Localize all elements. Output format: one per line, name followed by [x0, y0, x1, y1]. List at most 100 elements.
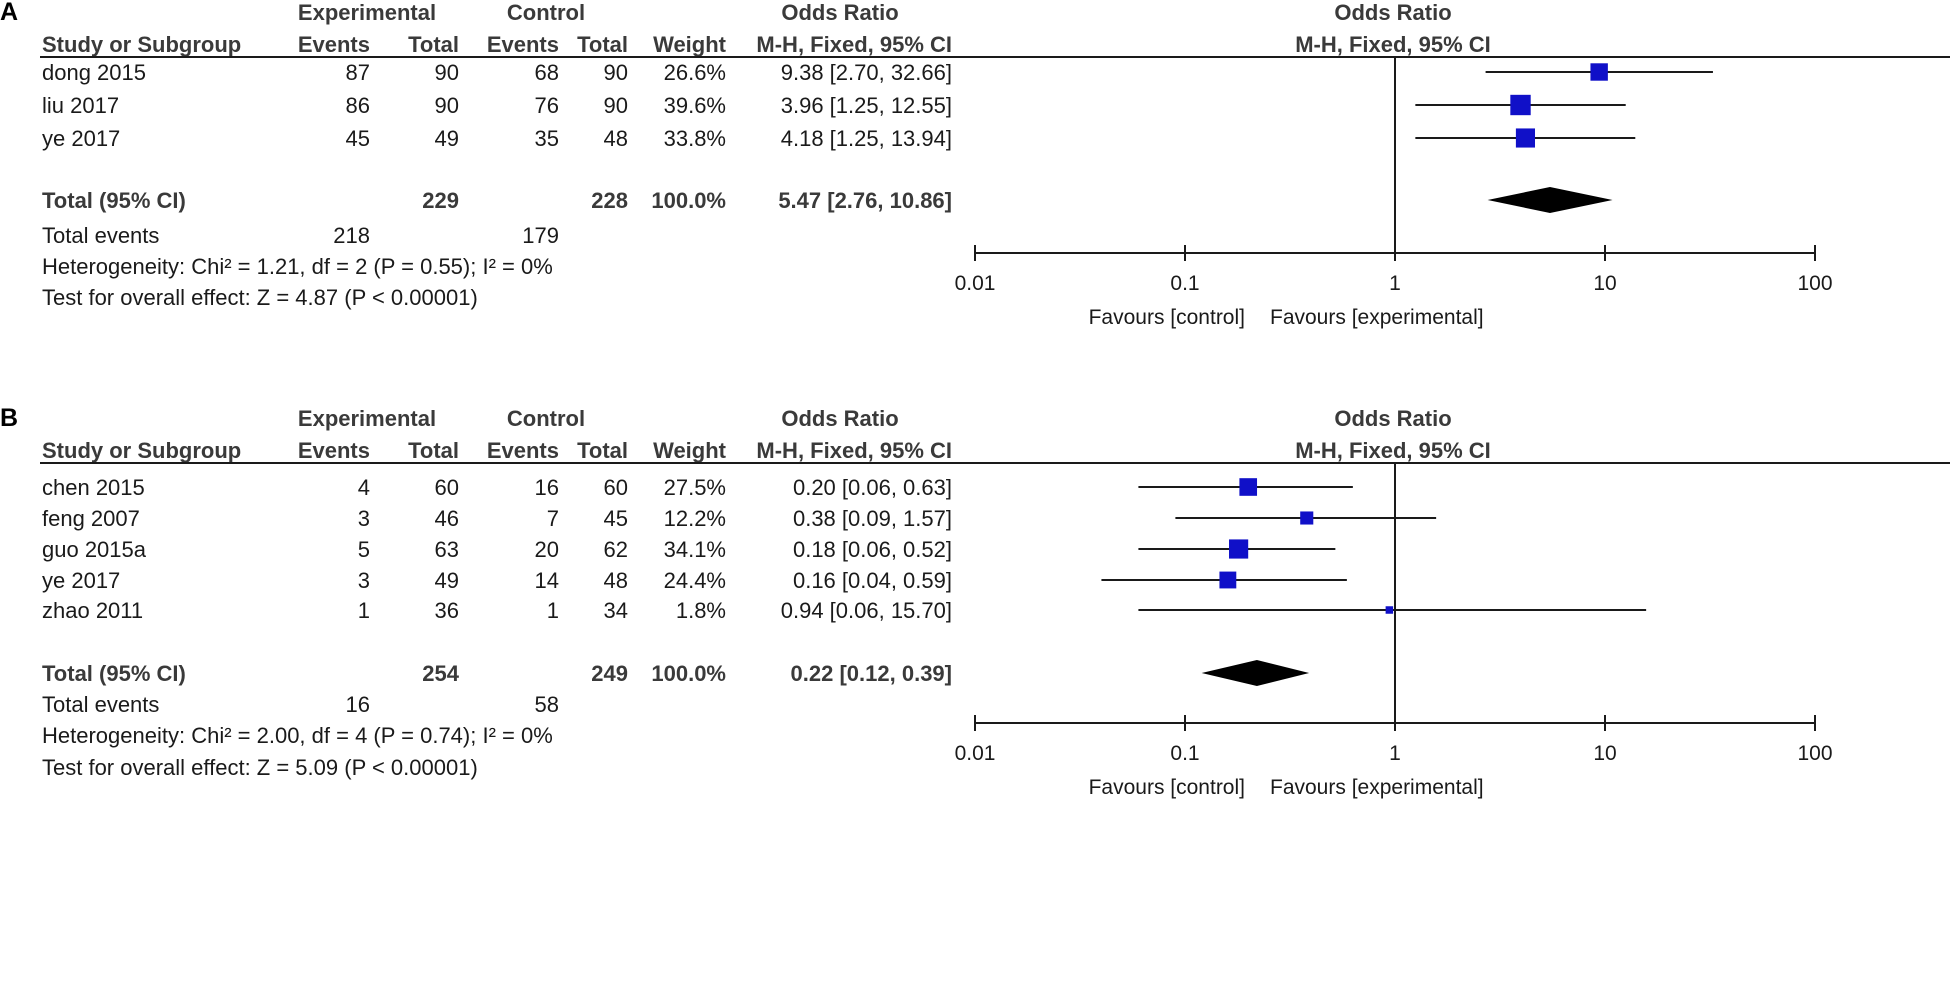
total-events-label: Total events: [42, 223, 159, 248]
total-events-label: Total events: [42, 692, 159, 717]
total-weight: 100.0%: [651, 188, 726, 213]
ctrl-events: 68: [535, 60, 559, 85]
study-weight: 24.4%: [664, 568, 726, 593]
total-label: Total (95% CI): [42, 188, 186, 213]
study-marker: [1510, 94, 1531, 116]
ctrl-total: 34: [604, 598, 628, 623]
header-experimental: Experimental: [298, 0, 436, 25]
axis-tick-label: 1: [1389, 742, 1401, 765]
favours-experimental-label: Favours [experimental]: [1270, 306, 1484, 329]
study-weight: 26.6%: [664, 60, 726, 85]
axis-tick-label: 0.01: [955, 272, 996, 295]
study-weight: 34.1%: [664, 537, 726, 562]
exp-total: 49: [435, 568, 459, 593]
total-exp: 254: [422, 661, 459, 686]
study-weight: 27.5%: [664, 475, 726, 500]
header-ctrl-events: Events: [487, 32, 559, 57]
axis-tick-label: 0.01: [955, 742, 996, 765]
study-marker: [1229, 539, 1249, 559]
exp-events: 5: [358, 537, 370, 562]
ctrl-total: 90: [604, 93, 628, 118]
study-or-ci: 0.38 [0.09, 1.57]: [793, 506, 952, 531]
study-name: zhao 2011: [42, 598, 143, 623]
total-ctrl: 249: [591, 661, 628, 686]
study-weight: 33.8%: [664, 126, 726, 151]
header-exp-events: Events: [298, 32, 370, 57]
exp-events: 45: [346, 126, 370, 151]
study-or-ci: 0.16 [0.04, 0.59]: [793, 568, 952, 593]
study-or-ci: 0.94 [0.06, 15.70]: [781, 598, 952, 623]
ctrl-events: 14: [535, 568, 559, 593]
total-events-ctrl: 58: [535, 692, 559, 717]
panel-label: A: [0, 0, 18, 26]
ctrl-events: 16: [535, 475, 559, 500]
heterogeneity-text: Heterogeneity: Chi² = 2.00, df = 4 (P = …: [42, 723, 553, 748]
ctrl-events: 35: [535, 126, 559, 151]
study-marker: [1515, 128, 1536, 148]
study-name: feng 2007: [42, 506, 140, 531]
study-name: guo 2015a: [42, 537, 147, 562]
header-ctrl-events: Events: [487, 438, 559, 463]
favours-control-label: Favours [control]: [1089, 306, 1245, 329]
study-marker: [1239, 478, 1258, 496]
ctrl-total: 48: [604, 568, 628, 593]
total-or-ci: 5.47 [2.76, 10.86]: [778, 188, 952, 213]
overall-effect-text: Test for overall effect: Z = 5.09 (P < 0…: [42, 755, 478, 780]
header-control: Control: [507, 0, 585, 25]
study-name: ye 2017: [42, 126, 120, 151]
study-marker: [1590, 63, 1608, 81]
header-ctrl-total: Total: [577, 32, 628, 57]
study-or-ci: 4.18 [1.25, 13.94]: [781, 126, 952, 151]
exp-events: 87: [346, 60, 370, 85]
header-odds-ratio: Odds Ratio: [781, 0, 898, 25]
study-or-ci: 3.96 [1.25, 12.55]: [781, 93, 952, 118]
header-weight: Weight: [653, 32, 727, 57]
ctrl-total: 45: [604, 506, 628, 531]
study-name: ye 2017: [42, 568, 120, 593]
axis-tick-label: 100: [1797, 742, 1832, 765]
overall-effect-text: Test for overall effect: Z = 4.87 (P < 0…: [42, 285, 478, 310]
study-or-ci: 0.20 [0.06, 0.63]: [793, 475, 952, 500]
favours-experimental-label: Favours [experimental]: [1270, 776, 1484, 799]
study-marker: [1219, 571, 1237, 589]
exp-total: 49: [435, 126, 459, 151]
pooled-diamond: [1487, 187, 1613, 213]
pooled-diamond: [1201, 660, 1310, 686]
ctrl-events: 20: [535, 537, 559, 562]
header-odds-ratio-plot: Odds Ratio: [1334, 0, 1451, 25]
header-ctrl-total: Total: [577, 438, 628, 463]
total-events-exp: 16: [346, 692, 370, 717]
exp-total: 60: [435, 475, 459, 500]
header-method-plot: M-H, Fixed, 95% CI: [1295, 438, 1491, 463]
total-weight: 100.0%: [651, 661, 726, 686]
total-events-exp: 218: [333, 223, 370, 248]
header-weight: Weight: [653, 438, 727, 463]
header-exp-total: Total: [408, 32, 459, 57]
study-or-ci: 9.38 [2.70, 32.66]: [781, 60, 952, 85]
exp-events: 1: [358, 598, 370, 623]
heterogeneity-text: Heterogeneity: Chi² = 1.21, df = 2 (P = …: [42, 254, 553, 279]
study-weight: 1.8%: [676, 598, 726, 623]
total-ctrl: 228: [591, 188, 628, 213]
study-or-ci: 0.18 [0.06, 0.52]: [793, 537, 952, 562]
header-method: M-H, Fixed, 95% CI: [756, 32, 952, 57]
exp-events: 3: [358, 506, 370, 531]
total-exp: 229: [422, 188, 459, 213]
study-marker: [1300, 511, 1314, 525]
header-study: Study or Subgroup: [42, 438, 241, 463]
ctrl-events: 1: [547, 598, 559, 623]
axis-tick-label: 10: [1593, 742, 1616, 765]
axis-tick-label: 100: [1797, 272, 1832, 295]
favours-control-label: Favours [control]: [1089, 776, 1245, 799]
exp-total: 90: [435, 93, 459, 118]
axis-tick-label: 0.1: [1170, 742, 1199, 765]
ctrl-total: 48: [604, 126, 628, 151]
exp-total: 36: [435, 598, 459, 623]
header-exp-total: Total: [408, 438, 459, 463]
study-weight: 12.2%: [664, 506, 726, 531]
total-events-ctrl: 179: [522, 223, 559, 248]
header-method-plot: M-H, Fixed, 95% CI: [1295, 32, 1491, 57]
header-experimental: Experimental: [298, 406, 436, 431]
total-label: Total (95% CI): [42, 661, 186, 686]
